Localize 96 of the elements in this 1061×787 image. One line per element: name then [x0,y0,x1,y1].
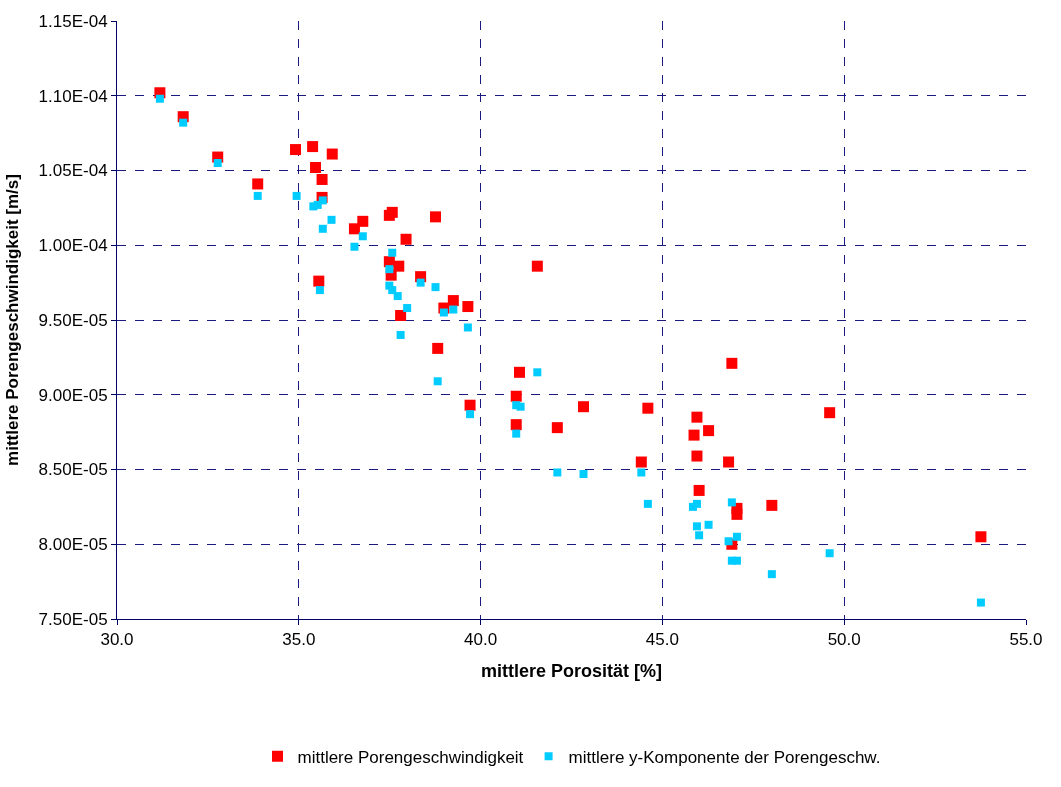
point [691,411,703,423]
point [510,419,522,431]
point [326,148,338,160]
point [635,456,647,468]
point [432,342,444,354]
y-tick-label: 8.50E-05 [38,460,108,480]
point [692,522,701,531]
point [393,292,402,301]
point [695,531,704,540]
point [179,118,188,127]
point [416,278,425,287]
point [703,425,715,437]
point [642,402,654,414]
point [723,456,735,468]
point [578,401,589,413]
point [531,260,543,272]
point [318,196,327,205]
point [767,570,776,579]
x-tick-label: 50.0 [827,630,861,650]
point [692,499,701,508]
point [691,450,703,462]
point [310,162,322,174]
point [430,211,442,223]
point [512,429,521,438]
point [395,310,407,322]
point [731,508,743,520]
x-tick-label: 30.0 [100,630,134,650]
point [318,224,327,233]
point [433,377,442,386]
point [637,468,646,477]
x-tick-label: 40.0 [464,630,498,650]
point [510,390,522,402]
point [976,598,985,607]
point [704,520,713,529]
point [357,215,369,227]
point [824,407,836,419]
y-tick-label: 9.00E-05 [38,385,108,405]
point [553,468,562,477]
point [403,304,412,313]
point [464,399,476,411]
x-axis-title: mittlere Porosität [%] [480,660,663,681]
x-tick-label: 45.0 [645,630,679,650]
point [388,248,397,257]
point [431,283,440,292]
legend-label: mittlere Porengeschwindigkeit [297,747,524,767]
point [449,305,458,314]
y-tick-label: 9.50E-05 [38,310,108,330]
point [688,429,700,441]
point [350,242,359,251]
y-tick-label: 1.05E-04 [38,161,108,181]
y-tick-label: 1.00E-04 [38,236,108,256]
point [327,215,336,224]
point [447,295,459,307]
point [975,531,987,543]
point [732,532,741,541]
point [400,233,412,245]
point [643,499,652,508]
point [252,178,264,190]
point [315,286,324,295]
x-tick-label: 55.0 [1009,630,1043,650]
point [393,260,405,272]
point [579,469,588,478]
point [551,422,563,434]
point [155,94,164,103]
point [439,308,448,317]
point [693,484,705,496]
point [213,159,222,168]
y-axis-title: mittlere Porengeschwindigkeit [m/s] [3,174,23,466]
point [385,265,394,274]
point [724,537,733,546]
y-tick-label: 7.50E-05 [38,609,108,629]
point [732,556,741,565]
point [358,232,367,241]
point [727,498,736,507]
point [514,366,526,378]
point [825,549,834,558]
point [292,191,301,200]
point [307,141,319,153]
point [466,410,475,419]
point [396,330,405,339]
point [766,499,778,511]
point [253,191,262,200]
y-tick-label: 1.15E-04 [38,11,108,31]
point [313,275,325,287]
legend-label: mittlere y-Komponente der Porengeschw. [568,747,881,767]
y-tick-label: 1.10E-04 [38,86,108,106]
point [388,286,397,295]
y-tick-label: 8.00E-05 [38,535,108,555]
point [290,144,302,156]
point [463,323,472,332]
x-tick-label: 35.0 [282,630,316,650]
point [726,357,738,369]
point [316,173,328,185]
point [516,402,525,411]
point [462,301,474,313]
point [533,368,542,377]
